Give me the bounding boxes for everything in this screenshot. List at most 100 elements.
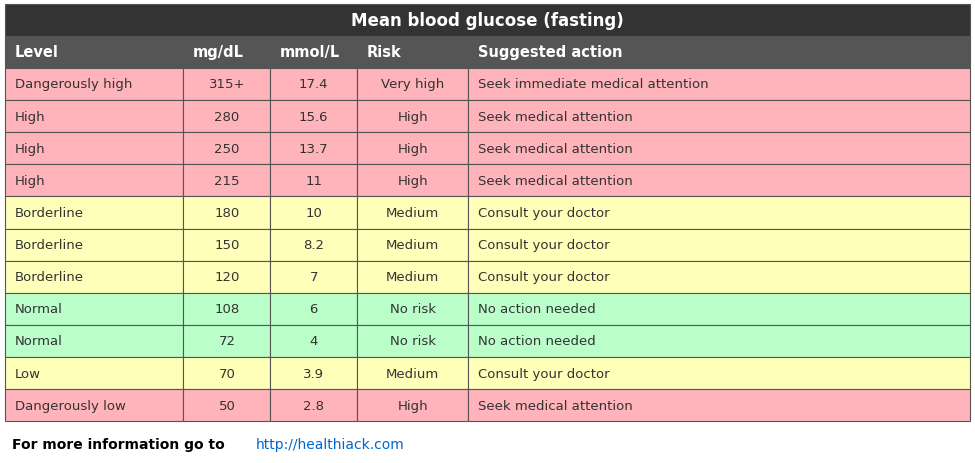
Text: Very high: Very high xyxy=(381,78,445,91)
Text: Seek medical attention: Seek medical attention xyxy=(478,399,633,412)
Bar xyxy=(468,101,970,133)
Text: Borderline: Borderline xyxy=(15,206,84,219)
Text: Dangerously high: Dangerously high xyxy=(15,78,132,91)
Bar xyxy=(270,197,357,229)
Bar xyxy=(357,37,468,69)
Bar xyxy=(270,101,357,133)
Bar xyxy=(357,325,468,357)
Bar xyxy=(5,197,183,229)
Bar xyxy=(357,357,468,389)
Text: Medium: Medium xyxy=(386,238,440,251)
Text: 17.4: 17.4 xyxy=(299,78,329,91)
Text: Suggested action: Suggested action xyxy=(478,45,622,60)
Text: 10: 10 xyxy=(305,206,322,219)
Bar xyxy=(468,357,970,389)
Bar xyxy=(357,101,468,133)
Bar xyxy=(270,293,357,325)
Text: For more information go to: For more information go to xyxy=(12,438,229,451)
Bar xyxy=(357,261,468,293)
Bar xyxy=(183,325,270,357)
Bar xyxy=(468,37,970,69)
Bar xyxy=(183,261,270,293)
Text: 11: 11 xyxy=(305,175,323,188)
Text: Seek medical attention: Seek medical attention xyxy=(478,110,633,123)
Bar xyxy=(357,133,468,165)
Bar xyxy=(183,357,270,389)
Bar xyxy=(5,165,183,197)
Text: Consult your doctor: Consult your doctor xyxy=(478,238,609,251)
Bar xyxy=(468,229,970,261)
Text: Seek medical attention: Seek medical attention xyxy=(478,143,633,156)
Text: 150: 150 xyxy=(214,238,240,251)
Bar xyxy=(270,389,357,421)
Bar xyxy=(270,325,357,357)
Bar xyxy=(357,229,468,261)
Bar xyxy=(357,69,468,101)
Bar xyxy=(5,325,183,357)
Text: 6: 6 xyxy=(310,303,318,316)
Text: Seek immediate medical attention: Seek immediate medical attention xyxy=(478,78,709,91)
Bar xyxy=(270,165,357,197)
Bar xyxy=(468,197,970,229)
Text: No risk: No risk xyxy=(390,303,436,316)
Text: 15.6: 15.6 xyxy=(299,110,329,123)
Text: Level: Level xyxy=(15,45,58,60)
Text: Consult your doctor: Consult your doctor xyxy=(478,367,609,380)
Text: mmol/L: mmol/L xyxy=(280,45,340,60)
Bar xyxy=(357,293,468,325)
Bar xyxy=(468,389,970,421)
Text: Normal: Normal xyxy=(15,303,62,316)
Bar xyxy=(468,69,970,101)
Bar xyxy=(183,293,270,325)
Bar xyxy=(5,69,183,101)
Text: 4: 4 xyxy=(310,335,318,348)
Text: High: High xyxy=(398,175,428,188)
Text: Consult your doctor: Consult your doctor xyxy=(478,206,609,219)
Bar xyxy=(5,261,183,293)
Text: Low: Low xyxy=(15,367,41,380)
Text: Medium: Medium xyxy=(386,270,440,283)
Bar xyxy=(183,37,270,69)
Bar xyxy=(357,197,468,229)
Text: No action needed: No action needed xyxy=(478,303,596,316)
Bar xyxy=(468,325,970,357)
Bar xyxy=(183,197,270,229)
Text: No risk: No risk xyxy=(390,335,436,348)
Bar xyxy=(183,101,270,133)
Text: 108: 108 xyxy=(214,303,240,316)
Bar xyxy=(183,229,270,261)
Text: 2.8: 2.8 xyxy=(303,399,325,412)
Bar xyxy=(183,389,270,421)
Text: Normal: Normal xyxy=(15,335,62,348)
Bar xyxy=(468,261,970,293)
Bar xyxy=(270,229,357,261)
Text: 3.9: 3.9 xyxy=(303,367,325,380)
Text: 7: 7 xyxy=(309,270,318,283)
Bar xyxy=(270,261,357,293)
Text: 120: 120 xyxy=(214,270,240,283)
Text: Borderline: Borderline xyxy=(15,270,84,283)
Text: 250: 250 xyxy=(214,143,240,156)
Text: High: High xyxy=(398,399,428,412)
Text: Medium: Medium xyxy=(386,206,440,219)
Bar xyxy=(270,357,357,389)
Text: 50: 50 xyxy=(218,399,235,412)
Bar xyxy=(183,69,270,101)
Bar xyxy=(5,101,183,133)
Bar xyxy=(270,133,357,165)
Text: Risk: Risk xyxy=(367,45,402,60)
Text: mg/dL: mg/dL xyxy=(193,45,244,60)
Text: High: High xyxy=(398,143,428,156)
Text: 8.2: 8.2 xyxy=(303,238,325,251)
Text: Dangerously low: Dangerously low xyxy=(15,399,126,412)
Text: 72: 72 xyxy=(218,335,235,348)
Bar xyxy=(357,165,468,197)
Text: 280: 280 xyxy=(214,110,240,123)
Bar xyxy=(5,389,183,421)
Text: High: High xyxy=(398,110,428,123)
Text: Mean blood glucose (fasting): Mean blood glucose (fasting) xyxy=(351,12,624,30)
Bar xyxy=(183,133,270,165)
Bar xyxy=(270,37,357,69)
Text: Seek medical attention: Seek medical attention xyxy=(478,175,633,188)
Text: High: High xyxy=(15,110,45,123)
